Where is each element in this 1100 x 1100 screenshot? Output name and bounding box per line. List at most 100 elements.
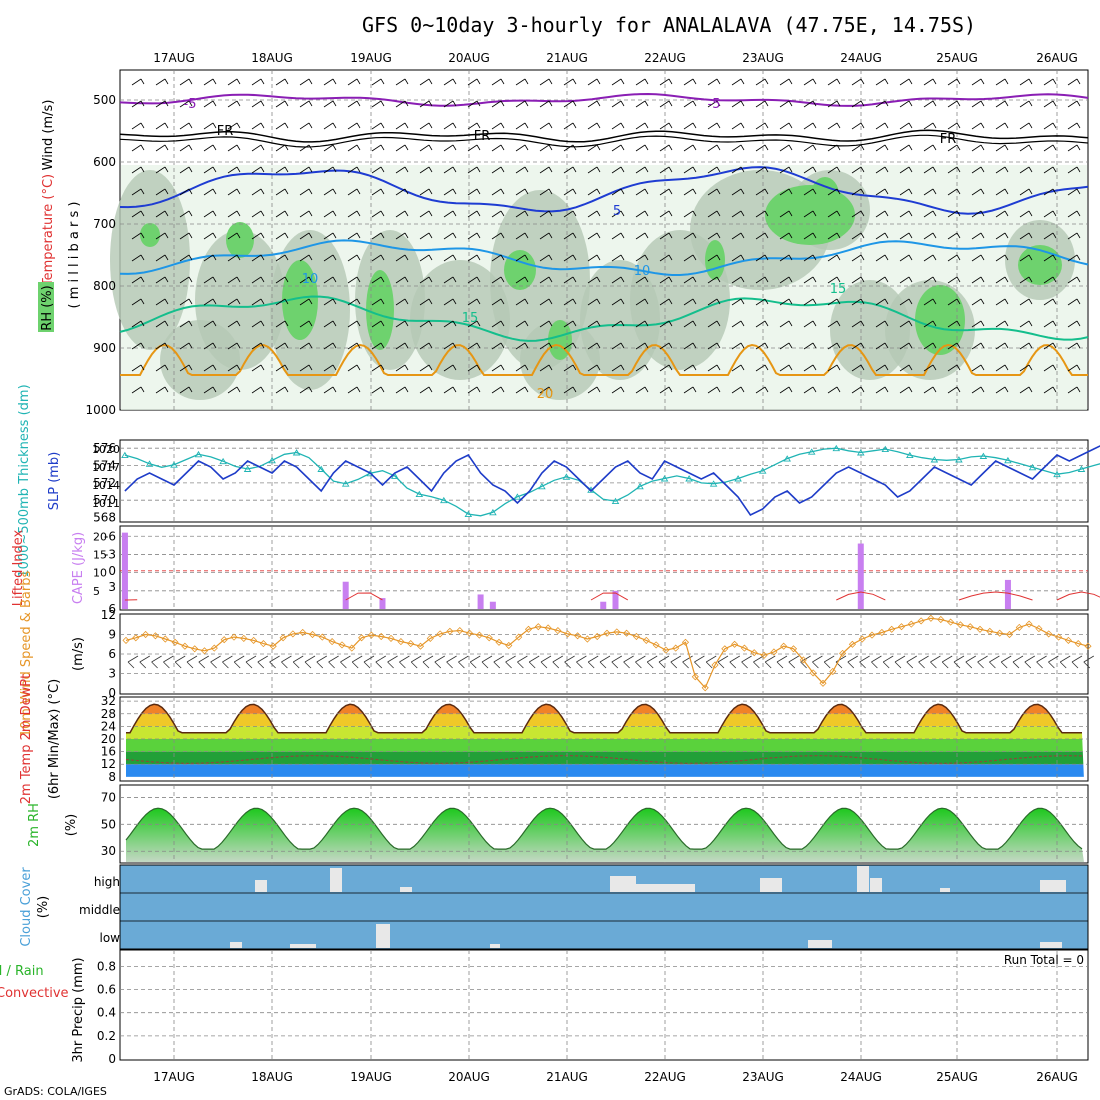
top-date-labels: 17AUG 18AUG 19AUG 20AUG 21AUG 22AUG 23AUG 24AUG… xyxy=(153,51,1078,65)
wind-barb-flag xyxy=(980,122,985,129)
y-tick-label: 1000 xyxy=(85,403,116,417)
wind-marker xyxy=(446,627,454,635)
wind-barb xyxy=(179,298,190,306)
wind-barb xyxy=(131,122,142,130)
wind-barb xyxy=(323,100,334,108)
wind-barb-flag xyxy=(452,122,457,129)
wind-barb xyxy=(635,232,646,240)
lifted-index-segment xyxy=(958,591,1033,601)
wind-barb xyxy=(299,166,310,174)
y-tick-label: 572 xyxy=(93,476,116,490)
wind-barb-flag xyxy=(788,276,793,283)
wind-barb-flag xyxy=(548,276,553,283)
wind-barb-flag xyxy=(356,166,361,173)
wind-speed-line xyxy=(122,614,1092,692)
cloud-bar xyxy=(400,887,412,892)
wind-barb xyxy=(467,210,478,218)
wind-barb xyxy=(827,342,838,350)
wind-barb-flag xyxy=(308,78,313,85)
wind-barb-flag xyxy=(596,122,601,129)
wind-barb-flag xyxy=(380,100,385,107)
wind-barb-flag xyxy=(908,320,913,327)
wind-barb-flag xyxy=(572,320,577,327)
wind-marker xyxy=(200,647,209,655)
upper-wind-barbs xyxy=(131,78,1081,394)
wind-barb xyxy=(299,100,310,108)
wind-marker xyxy=(1035,625,1043,633)
lifted-index-segment xyxy=(345,592,383,601)
wind-barb-flag xyxy=(452,232,457,239)
wind-barb-flag xyxy=(140,386,145,393)
wind-barb xyxy=(563,232,574,240)
cape-bar xyxy=(121,532,128,609)
wind-barb xyxy=(371,144,382,152)
wind-barb-flag xyxy=(140,166,145,173)
wind-barb xyxy=(131,254,142,262)
wind-barb-flag xyxy=(1052,342,1057,349)
wind-barb xyxy=(395,100,406,108)
surface-barb-flag xyxy=(292,661,300,669)
surface-barb-flag xyxy=(174,661,182,669)
wind-barb xyxy=(899,364,910,372)
wind-barb xyxy=(731,298,742,306)
wind-marker xyxy=(289,630,297,638)
wind-barb-flag xyxy=(884,166,889,173)
wind-barb xyxy=(971,342,982,350)
wind-barb-flag xyxy=(836,100,841,107)
wind-marker xyxy=(750,649,758,657)
wind-barb-flag xyxy=(332,342,337,349)
wind-barb-flag xyxy=(500,122,505,129)
wind-barb-flag xyxy=(596,166,601,173)
wind-barb xyxy=(1043,342,1054,350)
surface-barb-flag xyxy=(458,661,465,669)
wind-barb xyxy=(539,298,550,306)
wind-barb-flag xyxy=(1004,254,1009,261)
wind-barb xyxy=(227,386,238,394)
y-tick-label: 700 xyxy=(93,217,116,231)
wind-barb xyxy=(443,276,454,284)
wind-barb-flag xyxy=(236,144,241,151)
wind-marker xyxy=(574,632,582,640)
wind-barb-flag xyxy=(932,188,937,195)
wind-barb-flag xyxy=(740,276,745,283)
wind-barb xyxy=(635,100,646,108)
wind-marker xyxy=(338,641,346,649)
wind-barb-flag xyxy=(812,78,817,85)
wind-barb-flag xyxy=(212,122,217,129)
surface-barb-flag xyxy=(186,661,194,669)
wind-barb xyxy=(203,166,214,174)
wind-speed-line xyxy=(125,617,1089,689)
wind-barb-flag xyxy=(908,298,913,305)
wind-barb-flag xyxy=(236,100,241,107)
wind-barb xyxy=(419,386,430,394)
wind-barb xyxy=(803,276,814,284)
surface-barb xyxy=(847,655,859,663)
wind-barb xyxy=(515,364,526,372)
cloud-bar xyxy=(490,944,500,948)
cloud-bar xyxy=(376,924,390,948)
y-tick-label: 500 xyxy=(93,93,116,107)
wind-barb xyxy=(875,254,886,262)
wind-barb-flag xyxy=(860,144,865,151)
wind-barb-flag xyxy=(500,254,505,261)
wind-barb-flag xyxy=(908,254,913,261)
wind-barb-flag xyxy=(404,188,409,195)
wind-barb-flag xyxy=(1076,188,1081,195)
wind-barb xyxy=(251,166,262,174)
wind-barb-flag xyxy=(1028,188,1033,195)
wind-marker xyxy=(632,632,640,641)
wind-barb xyxy=(827,78,838,86)
surface-barb xyxy=(316,655,328,663)
wind-barb xyxy=(995,320,1006,328)
wind-barb-flag xyxy=(332,232,337,239)
wind-marker xyxy=(937,615,945,624)
y-tick-label: 900 xyxy=(93,341,116,355)
wind-barb-flag xyxy=(692,320,697,327)
surface-barb-flag xyxy=(776,661,784,669)
wind-marker xyxy=(426,634,434,642)
wind-barb-flag xyxy=(860,188,865,195)
wind-barb xyxy=(923,364,934,372)
wind-barb xyxy=(755,298,766,306)
cloud-panel-frame xyxy=(119,864,1089,950)
wind-barb xyxy=(323,78,334,86)
